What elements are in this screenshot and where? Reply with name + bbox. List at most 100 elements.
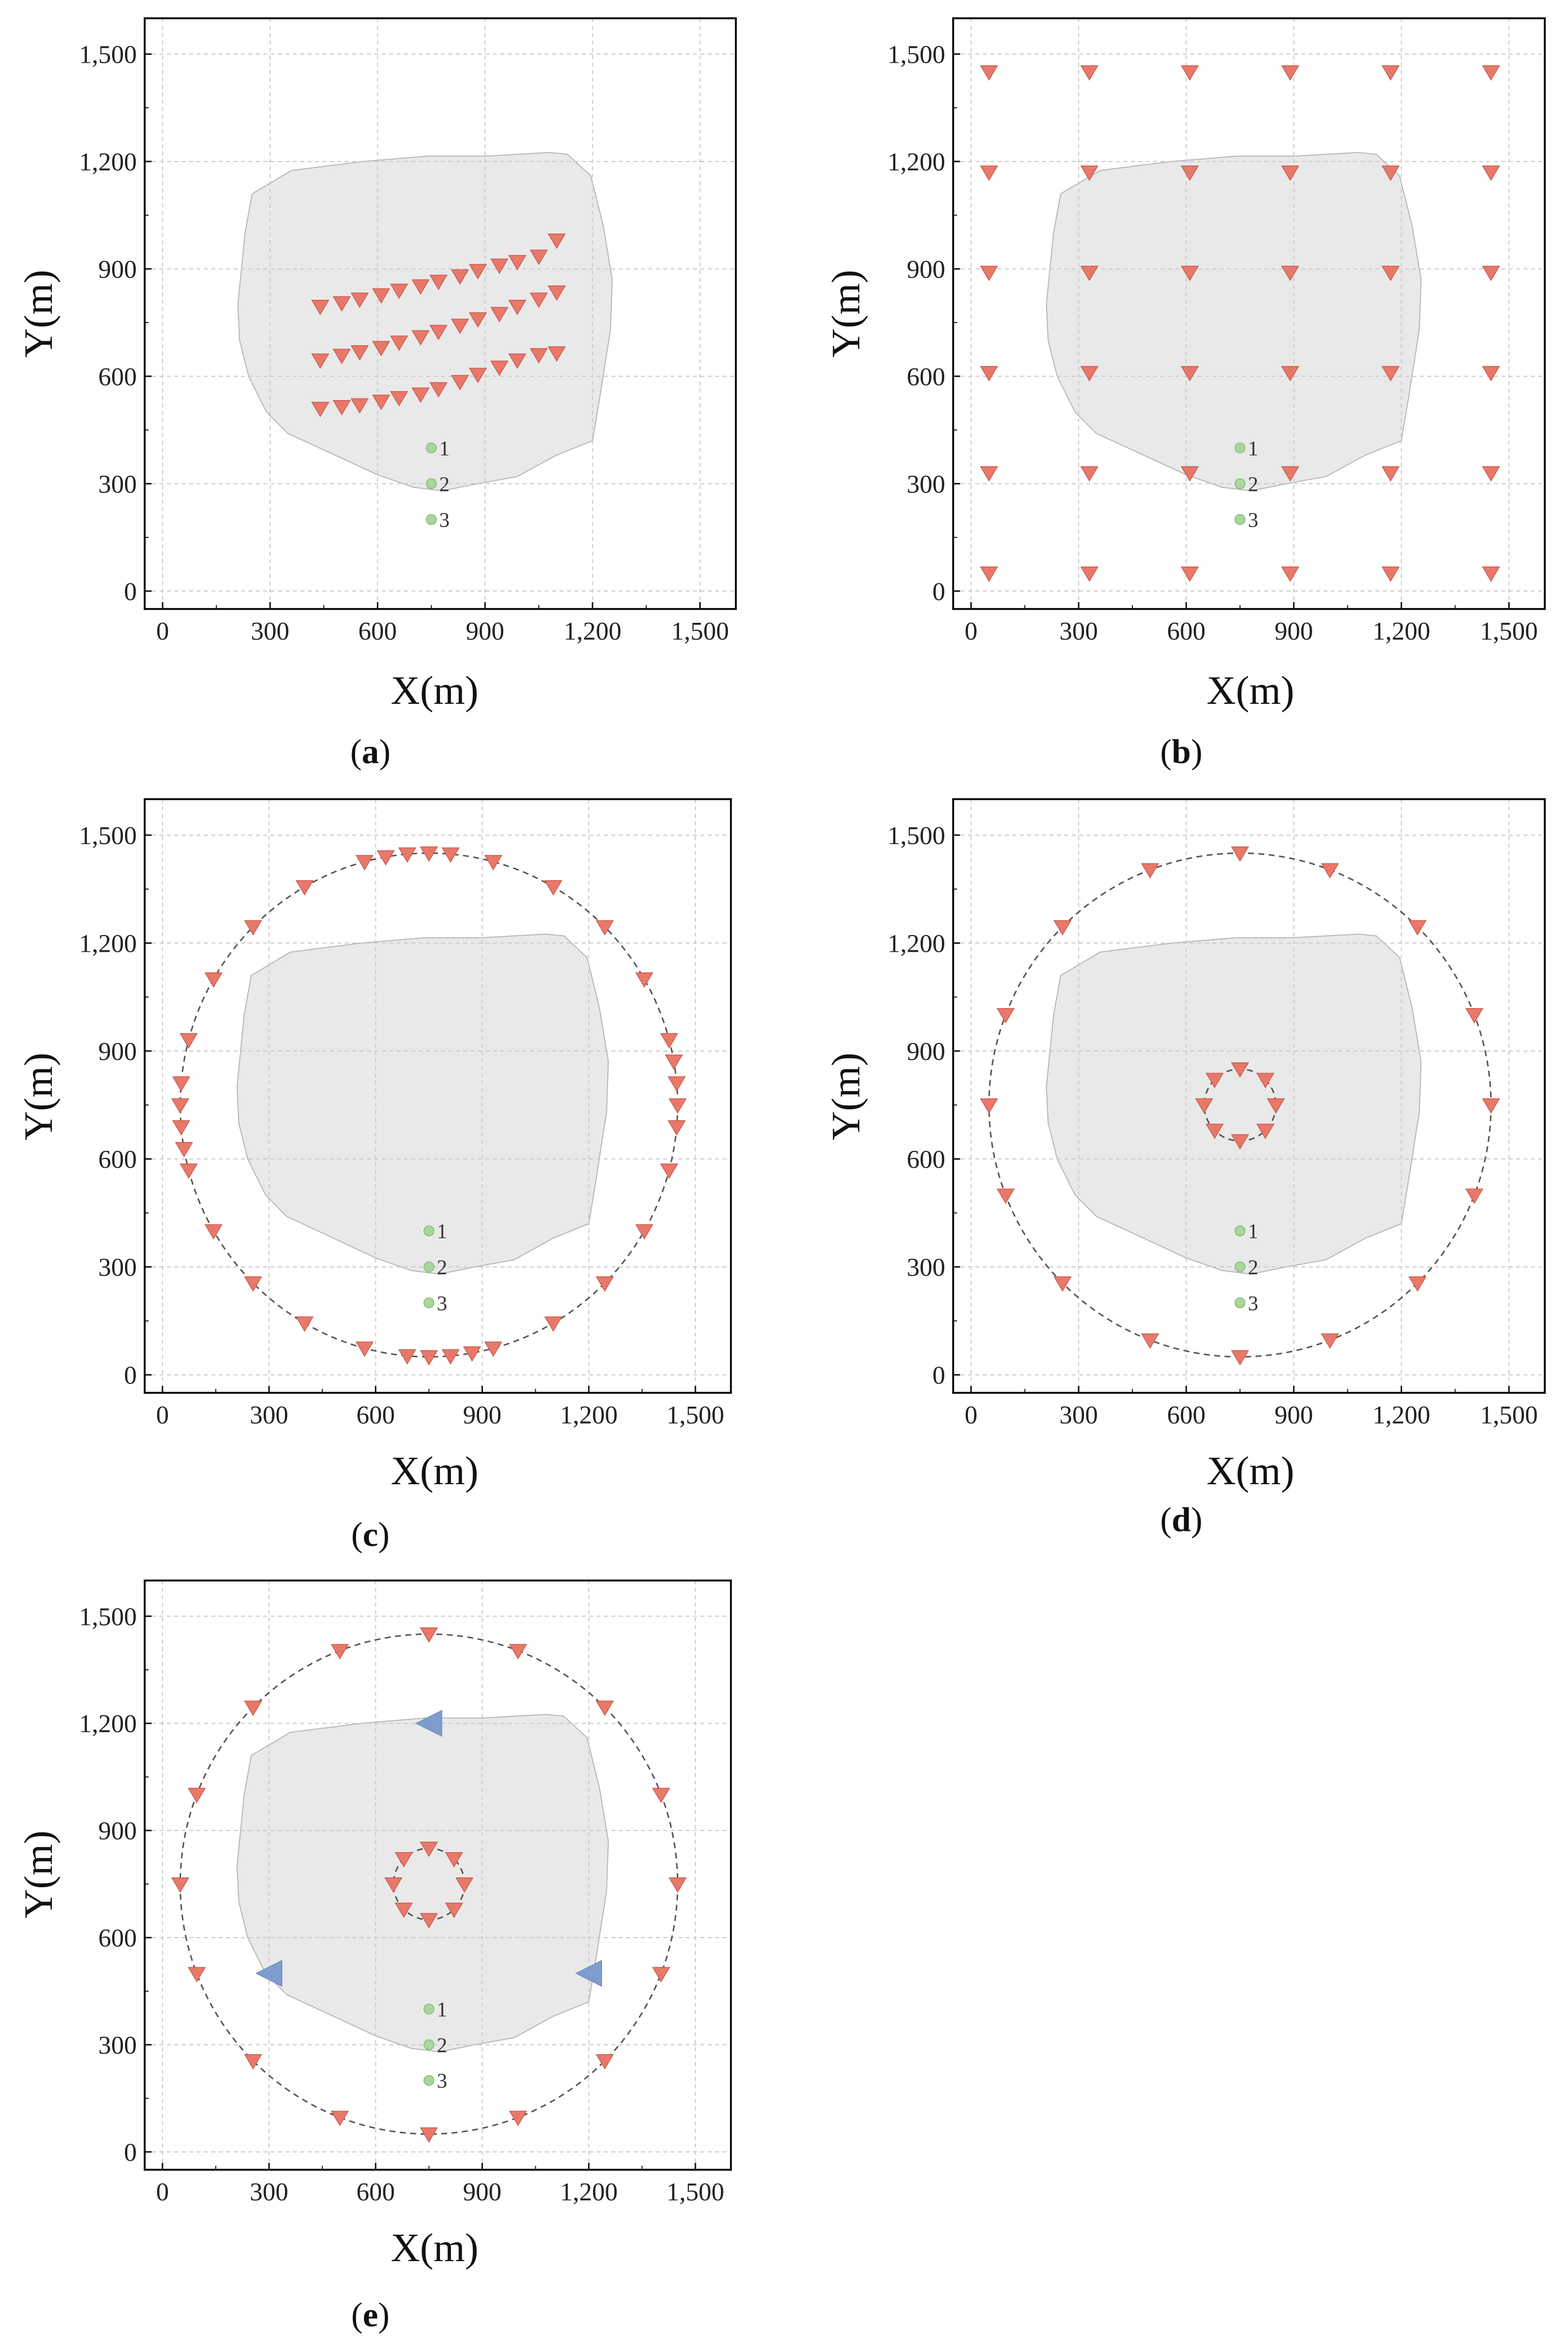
- x-tick-label: 0: [156, 1401, 169, 1429]
- y-tick-label: 1,200: [79, 148, 137, 176]
- region-area: [1045, 933, 1422, 1275]
- panel-caption: (b): [1160, 733, 1203, 771]
- receiver-marker: [469, 367, 487, 383]
- receiver-marker: [330, 1644, 349, 1660]
- receiver-marker: [350, 345, 369, 361]
- receiver-marker: [1053, 920, 1072, 936]
- x-axis-label: X(m): [391, 2225, 479, 2270]
- panel-e: 1 2 3 0 300 600 900 1,200 1,500 0 300 600 900 1,200 1,…: [16, 1580, 732, 2334]
- receiver-marker: [350, 398, 369, 414]
- receiver-marker: [332, 349, 351, 365]
- receiver-marker: [244, 1701, 262, 1716]
- station-label: 1: [439, 438, 449, 460]
- receiver-marker: [429, 275, 448, 290]
- receiver-marker: [398, 1349, 416, 1365]
- station-marker: [1234, 442, 1246, 453]
- station-marker: [423, 1297, 435, 1308]
- receiver-marker: [668, 1877, 687, 1893]
- y-tick-label: 1,200: [887, 148, 945, 176]
- receiver-marker: [1231, 1134, 1249, 1150]
- y-tick-label: 1,500: [79, 1603, 137, 1631]
- receiver-marker: [1080, 366, 1099, 382]
- receiver-marker: [509, 2110, 527, 2126]
- panel-b: 1 2 3 0 300 600 900 1,200 1,500 0 300 600 900 1,200 1,…: [823, 17, 1546, 771]
- x-tick-label: 1,200: [1372, 617, 1430, 646]
- x-tick-label: 0: [965, 617, 977, 646]
- y-tick-label: 0: [932, 1362, 945, 1390]
- receiver-marker: [1381, 266, 1400, 282]
- station-label: 3: [437, 2070, 447, 2093]
- receiver-marker: [1053, 1276, 1072, 1292]
- x-tick-label: 600: [357, 2178, 395, 2206]
- x-tick-label: 0: [156, 2178, 169, 2206]
- receiver-marker: [1080, 165, 1099, 181]
- receiver-marker: [295, 880, 314, 896]
- station-marker: [423, 2003, 435, 2015]
- receiver-marker: [420, 1913, 438, 1929]
- x-tick-label: 1,500: [1480, 1401, 1538, 1429]
- receiver-marker: [1195, 1098, 1213, 1114]
- receiver-marker: [1281, 466, 1299, 482]
- receiver-marker: [1180, 266, 1199, 282]
- receiver-marker: [172, 1120, 191, 1136]
- receiver-marker: [429, 382, 448, 398]
- receiver-marker: [1256, 1124, 1275, 1139]
- station-marker: [423, 2075, 435, 2086]
- y-tick-label: 300: [98, 2031, 137, 2060]
- y-tick-label: 600: [98, 1924, 137, 1952]
- station-label: 1: [437, 1220, 447, 1243]
- station-label: 3: [1248, 1293, 1258, 1315]
- receiver-marker: [451, 269, 469, 285]
- x-tick-label: 300: [251, 617, 289, 646]
- region-area: [236, 1714, 609, 2053]
- receiver-marker: [1482, 366, 1500, 382]
- y-tick-label: 300: [907, 1254, 945, 1282]
- receiver-marker: [311, 300, 329, 316]
- panel-caption: (c): [351, 1516, 390, 1554]
- station-label: 2: [1248, 1257, 1258, 1279]
- receiver-marker: [332, 296, 351, 312]
- receiver-marker: [1408, 1276, 1427, 1292]
- x-tick-label: 0: [965, 1401, 977, 1429]
- receiver-marker: [1180, 466, 1199, 482]
- receiver-marker: [1206, 1124, 1224, 1139]
- plot-frame: [144, 798, 732, 1394]
- station-label: 2: [439, 473, 449, 496]
- x-tick-label: 0: [156, 617, 169, 646]
- station-label: 1: [1248, 1220, 1258, 1243]
- receiver-marker: [311, 402, 329, 417]
- receiver-marker: [980, 65, 998, 81]
- y-axis-label: Y(m): [16, 270, 61, 358]
- y-tick-label: 1,500: [887, 41, 945, 69]
- x-axis-label: X(m): [1206, 668, 1294, 713]
- station-label: 1: [1248, 438, 1258, 460]
- receiver-marker: [980, 567, 998, 582]
- receiver-marker: [980, 466, 998, 482]
- receiver-marker: [330, 2110, 349, 2126]
- y-tick-label: 300: [907, 470, 945, 498]
- station-marker: [423, 1261, 435, 1273]
- receiver-marker: [395, 1903, 413, 1918]
- receiver-marker: [667, 1120, 686, 1136]
- receiver-marker: [204, 972, 223, 988]
- receiver-marker: [171, 1877, 190, 1893]
- source-marker: [415, 1709, 442, 1737]
- y-tick-label: 0: [932, 578, 945, 606]
- x-tick-label: 900: [463, 1401, 501, 1429]
- x-tick-label: 300: [250, 1401, 288, 1429]
- receiver-marker: [355, 1341, 374, 1357]
- station-marker: [426, 478, 437, 489]
- receiver-marker: [172, 1076, 191, 1092]
- receiver-marker: [395, 1852, 413, 1868]
- source-marker: [575, 1960, 602, 1987]
- receiver-marker: [544, 880, 563, 896]
- y-tick-label: 0: [124, 578, 137, 606]
- region-area: [237, 152, 613, 491]
- y-tick-label: 1,200: [887, 930, 945, 958]
- y-axis-label: Y(m): [16, 1053, 61, 1140]
- receiver-marker: [355, 855, 374, 871]
- receiver-marker: [665, 1054, 683, 1070]
- y-tick-label: 600: [907, 363, 945, 391]
- x-tick-label: 600: [357, 1401, 395, 1429]
